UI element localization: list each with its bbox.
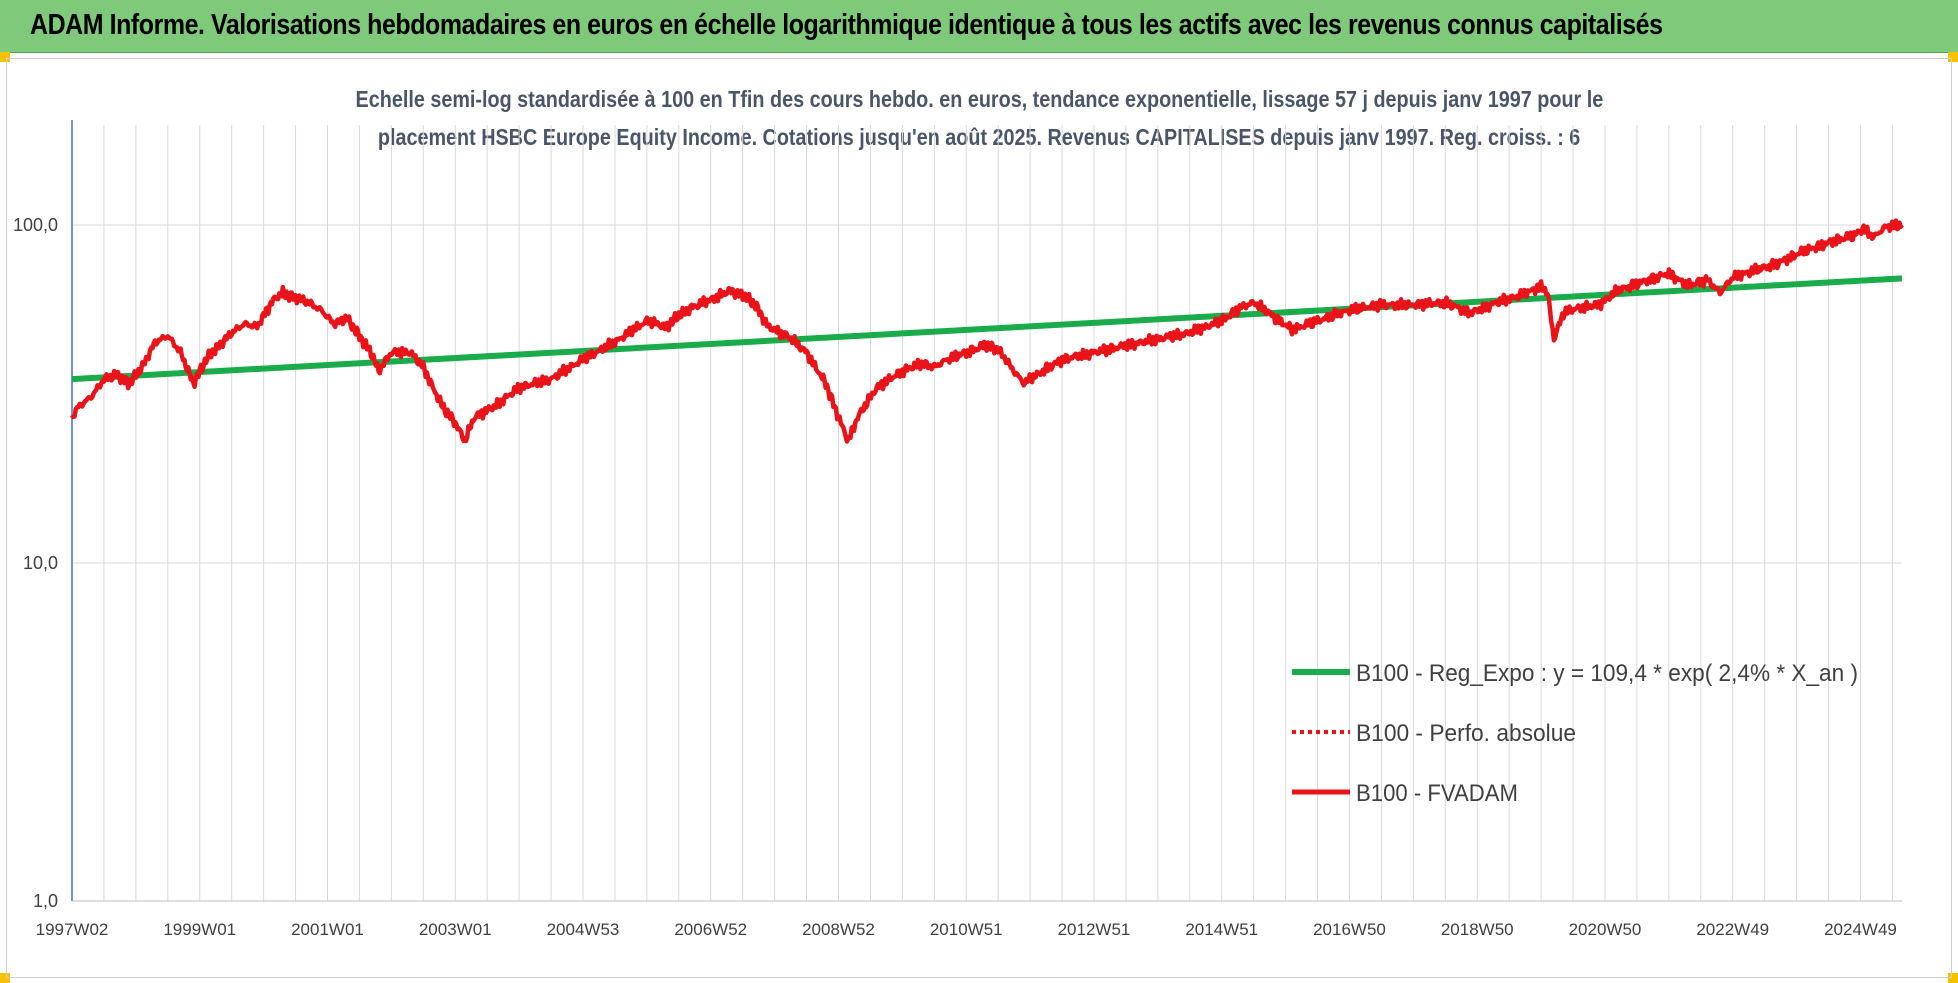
legend-label: B100 - Reg_Expo : y = 109,4 * exp( 2,4% … [1356, 660, 1858, 687]
x-tick-label: 2012W51 [1058, 920, 1131, 939]
page-title: ADAM Informe. Valorisations hebdomadaire… [30, 9, 1663, 41]
legend-label: B100 - FVADAM [1356, 780, 1518, 807]
x-tick-label: 2001W01 [291, 920, 364, 939]
x-tick-label: 2020W50 [1569, 920, 1642, 939]
corner-marker-bottom-right [1948, 973, 1958, 983]
x-tick-label: 2008W52 [802, 920, 875, 939]
y-tick-label: 1,0 [33, 891, 58, 911]
x-tick-label: 2014W51 [1185, 920, 1258, 939]
x-tick-label: 2018W50 [1441, 920, 1514, 939]
chart-title-line-2: placement HSBC Europe Equity Income. Cot… [377, 124, 1581, 150]
x-tick-label: 1999W01 [163, 920, 236, 939]
legend-label: B100 - Perfo. absolue [1356, 720, 1576, 747]
x-tick-label: 2016W50 [1313, 920, 1386, 939]
corner-marker-top-left [0, 52, 10, 62]
chart-title-line-1: Echelle semi-log standardisée à 100 en T… [355, 86, 1603, 112]
x-tick-label: 2003W01 [419, 920, 492, 939]
series-line-regression [71, 275, 1903, 383]
y-tick-label: 10,0 [23, 553, 58, 573]
corner-marker-bottom-left [0, 973, 10, 983]
corner-marker-top-right [1948, 52, 1958, 62]
x-tick-label: 2004W53 [547, 920, 620, 939]
x-tick-label: 2006W52 [674, 920, 747, 939]
series-line-fvadam [70, 218, 1904, 444]
x-tick-label: 2024W49 [1824, 920, 1897, 939]
x-tick-label: 2022W49 [1696, 920, 1769, 939]
y-tick-label: 100,0 [13, 215, 58, 235]
chart-frame [6, 58, 1952, 978]
x-tick-label: 2010W51 [930, 920, 1003, 939]
header-banner: ADAM Informe. Valorisations hebdomadaire… [0, 0, 1958, 53]
x-tick-label: 1997W02 [36, 920, 109, 939]
